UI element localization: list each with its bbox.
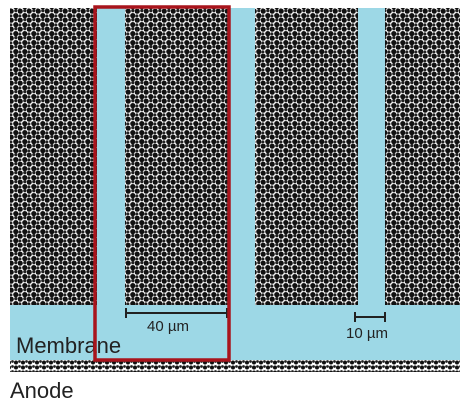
electrode-column [10,8,97,305]
highlight-box [93,5,231,362]
anode-layer [10,360,460,372]
anode-label: Anode [10,378,74,403]
scale-bars [125,308,386,322]
membrane-label: Membrane [16,333,121,358]
electrode-column [385,8,460,305]
structure [10,8,460,372]
electrode-column [255,8,358,305]
scale-label: 40 µm [147,318,189,335]
electrode-column [125,8,230,305]
scale-label: 10 µm [346,325,388,342]
